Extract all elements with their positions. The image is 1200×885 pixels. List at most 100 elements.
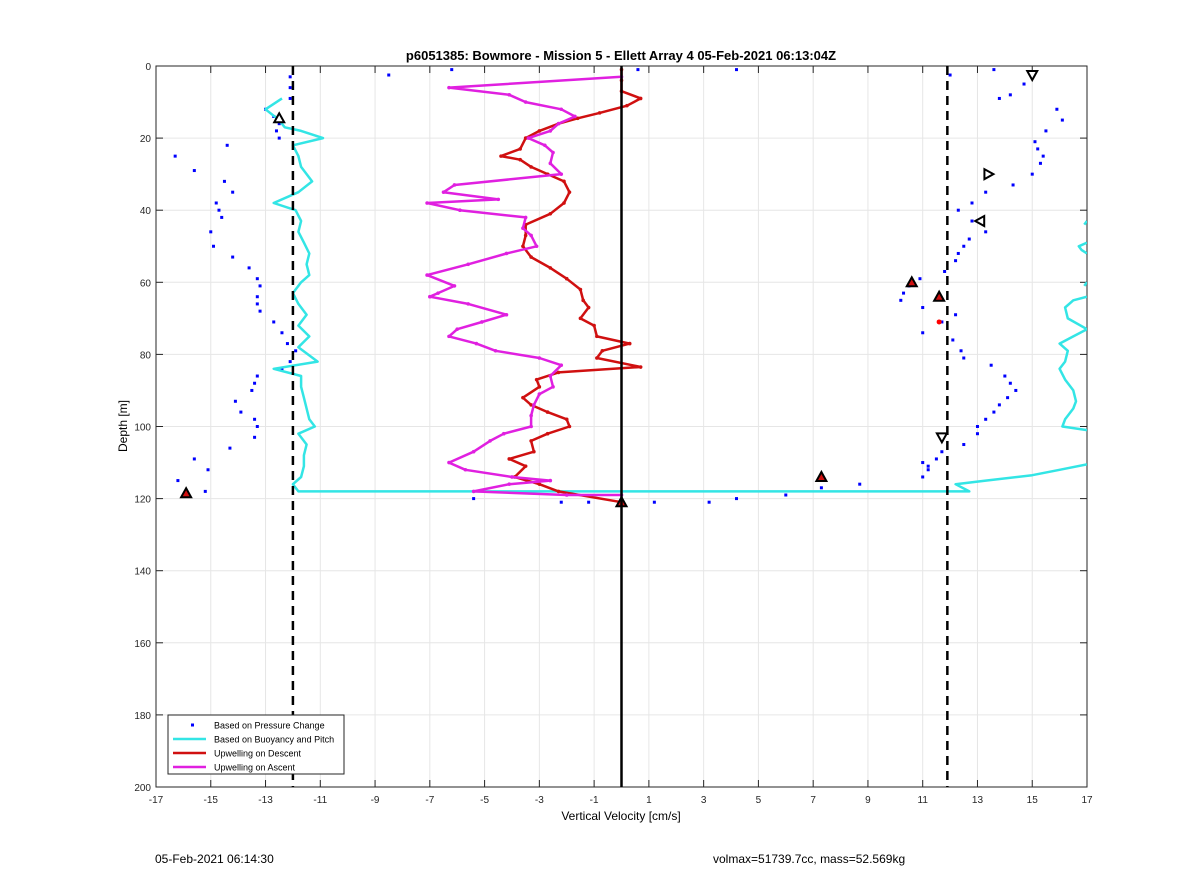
series-point	[556, 121, 561, 126]
pressure-point	[1038, 161, 1042, 165]
legend-label: Based on Buoyancy and Pitch	[214, 735, 334, 745]
pressure-point	[956, 208, 960, 212]
pressure-point	[636, 68, 640, 72]
pressure-point	[1006, 396, 1010, 400]
pressure-point	[272, 320, 276, 324]
series-point	[597, 111, 602, 115]
pressure-point	[970, 201, 974, 205]
pressure-point	[294, 349, 298, 353]
series-point	[529, 403, 533, 407]
series-point	[564, 276, 569, 281]
series-point	[625, 103, 629, 108]
y-tick-label: 40	[140, 206, 152, 217]
x-tick-label: -17	[149, 795, 164, 806]
series-point	[627, 341, 632, 346]
series-point	[543, 143, 547, 148]
pressure-point	[233, 399, 237, 403]
pressure-point	[222, 179, 226, 183]
series-point	[556, 489, 561, 494]
pressure-point	[984, 190, 988, 194]
pressure-point	[277, 122, 281, 126]
series-point	[480, 320, 484, 324]
series-point	[521, 395, 525, 400]
pressure-point	[902, 291, 906, 295]
pressure-point	[255, 374, 259, 378]
pressure-point	[858, 482, 862, 486]
pressure-point	[1003, 374, 1007, 378]
pressure-point	[948, 73, 952, 77]
series-point	[638, 365, 643, 369]
pressure-point	[989, 363, 993, 367]
y-tick-label: 120	[134, 495, 151, 506]
pressure-point	[559, 500, 563, 504]
pressure-point	[954, 313, 958, 317]
pressure-point	[962, 356, 966, 360]
x-tick-label: 1	[646, 795, 652, 806]
series-point	[567, 424, 572, 429]
series-line	[264, 97, 1087, 493]
pressure-point	[228, 446, 232, 450]
y-tick-label: 100	[134, 423, 151, 434]
pressure-point	[255, 277, 259, 281]
pressure-point	[984, 230, 988, 234]
pressure-point	[918, 277, 922, 281]
pressure-point	[1036, 147, 1040, 151]
series-point	[471, 489, 476, 494]
pressure-point	[1060, 118, 1064, 122]
pressure-point	[247, 266, 251, 270]
series-point	[556, 370, 561, 375]
series-point	[595, 356, 599, 360]
series-point	[529, 255, 533, 259]
series-line	[499, 69, 642, 504]
legend: Based on Pressure Change Based on Buoyanc…	[167, 714, 345, 775]
series-point	[493, 348, 498, 353]
series-point	[441, 190, 446, 194]
pressure-point	[921, 461, 925, 465]
series-point	[548, 478, 553, 483]
series-point	[559, 172, 564, 176]
series-point	[529, 233, 533, 238]
series-line	[1083, 220, 1087, 226]
pressure-point	[288, 86, 292, 90]
pressure-point	[1008, 93, 1012, 97]
series-point	[455, 327, 460, 331]
pressure-point	[962, 244, 966, 248]
series-point	[447, 460, 451, 465]
chart-title: p6051385: Bowmore - Mission 5 - Ellett A…	[406, 48, 836, 63]
series-point	[537, 482, 542, 486]
y-tick-label: 200	[134, 783, 151, 794]
legend-label: Based on Pressure Change	[214, 721, 325, 731]
pressure-point	[1022, 82, 1026, 86]
pressure-point	[176, 479, 180, 483]
series-point	[573, 114, 577, 119]
y-tick-label: 20	[140, 134, 152, 145]
reference-lines	[291, 66, 949, 787]
x-tick-label: 13	[972, 795, 984, 806]
pressure-point	[1014, 388, 1018, 392]
series-point	[523, 215, 528, 220]
pressure-point	[940, 320, 944, 324]
series-point	[428, 294, 432, 299]
series-line	[1083, 281, 1087, 287]
pressure-point	[921, 306, 925, 310]
series-point	[471, 449, 476, 454]
pressure-point	[206, 468, 210, 472]
series-point	[567, 190, 572, 194]
triangle-marker	[973, 214, 986, 228]
series-point	[551, 150, 555, 155]
series-point	[638, 96, 643, 101]
pressure-point	[1008, 381, 1012, 385]
pressure-point	[1033, 140, 1037, 144]
series-point	[499, 154, 503, 158]
series-point	[545, 410, 550, 414]
series-point	[501, 431, 506, 436]
pressure-point	[975, 425, 979, 428]
series-point	[523, 136, 528, 140]
series-point	[496, 197, 501, 202]
pressure-point	[992, 410, 996, 414]
pressure-point	[288, 96, 292, 100]
legend-marker	[191, 723, 194, 727]
pressure-point	[253, 381, 257, 385]
pressure-point	[921, 331, 925, 335]
series-point	[564, 417, 569, 422]
